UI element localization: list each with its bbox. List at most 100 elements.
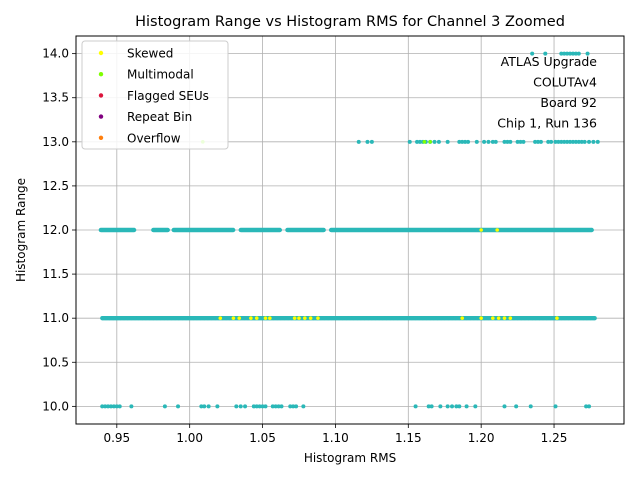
data-point xyxy=(111,404,116,409)
data-point xyxy=(318,316,323,321)
data-point xyxy=(587,139,592,144)
data-point xyxy=(136,316,141,321)
data-point xyxy=(436,139,441,144)
data-point xyxy=(211,228,216,232)
data-point xyxy=(515,316,520,321)
data-point xyxy=(522,316,527,321)
legend: Skewed Multimodal Flagged SEUs Repeat Bin Ov… xyxy=(81,40,229,150)
y-tick-label: 12.5 xyxy=(42,179,69,193)
data-point xyxy=(171,228,176,232)
data-point xyxy=(390,228,395,232)
data-point xyxy=(420,316,425,321)
data-point xyxy=(165,316,170,321)
data-point xyxy=(100,404,105,409)
data-point xyxy=(405,228,410,232)
annotation-line: Chip 1, Run 136 xyxy=(497,116,597,131)
data-point xyxy=(270,404,275,409)
data-point xyxy=(260,228,265,232)
data-point xyxy=(463,228,468,232)
y-tick-label: 13.0 xyxy=(42,135,69,149)
data-point xyxy=(175,228,180,232)
data-point xyxy=(519,316,524,321)
data-point xyxy=(257,404,262,409)
highlight-point xyxy=(502,316,507,320)
data-point xyxy=(460,139,465,144)
data-point xyxy=(120,228,125,232)
data-point xyxy=(275,228,280,232)
annotation: ATLAS Upgrade COLUTAv4 Board 92 Chip 1, Run… xyxy=(497,54,597,131)
data-point xyxy=(206,404,211,409)
data-point xyxy=(474,228,479,232)
data-point xyxy=(584,228,589,232)
data-point xyxy=(182,228,187,232)
data-point xyxy=(533,228,538,232)
data-point xyxy=(399,316,404,321)
data-point xyxy=(299,228,304,232)
data-point xyxy=(204,228,209,232)
data-point xyxy=(428,316,433,321)
data-point xyxy=(193,228,198,232)
data-point xyxy=(588,316,593,321)
data-point xyxy=(442,316,447,321)
x-tick-label: 1.20 xyxy=(468,431,495,445)
data-point xyxy=(553,139,558,144)
data-point xyxy=(515,139,520,144)
y-tick-label: 10.0 xyxy=(42,399,69,413)
data-point xyxy=(369,316,374,321)
data-point xyxy=(493,316,498,321)
data-point xyxy=(552,316,557,321)
data-point xyxy=(245,316,250,321)
data-point xyxy=(413,404,418,409)
data-point xyxy=(242,228,247,232)
highlight-point xyxy=(308,316,313,320)
data-point xyxy=(208,228,213,232)
data-point xyxy=(407,139,412,144)
data-point xyxy=(466,139,471,144)
data-point xyxy=(273,404,278,409)
data-point xyxy=(427,228,432,232)
data-point xyxy=(489,228,494,232)
data-point xyxy=(109,228,114,232)
data-point xyxy=(355,316,360,321)
annotation-line: COLUTAv4 xyxy=(533,75,597,90)
data-point xyxy=(151,316,156,321)
highlight-point xyxy=(479,316,483,320)
data-point xyxy=(348,316,352,321)
data-point xyxy=(577,316,582,321)
data-point xyxy=(434,228,439,232)
data-point xyxy=(445,404,450,409)
data-point xyxy=(350,228,355,232)
data-point xyxy=(500,228,505,232)
data-point xyxy=(486,316,491,321)
data-point xyxy=(117,404,122,409)
data-point xyxy=(485,228,490,232)
data-point xyxy=(566,316,571,321)
highlight-point xyxy=(292,316,297,320)
data-point xyxy=(369,139,374,144)
data-point xyxy=(454,404,459,409)
data-point xyxy=(271,228,276,232)
highlight-point xyxy=(237,316,242,320)
data-point xyxy=(288,404,293,409)
data-point xyxy=(329,316,334,321)
data-point xyxy=(514,228,519,232)
data-point xyxy=(276,404,281,409)
data-point xyxy=(310,228,315,232)
data-point xyxy=(129,316,134,321)
data-point xyxy=(587,404,592,409)
data-point xyxy=(438,228,443,232)
highlight-point xyxy=(428,140,432,144)
data-point xyxy=(215,404,220,409)
data-point xyxy=(554,228,559,232)
data-point xyxy=(154,316,159,321)
data-point xyxy=(569,228,574,232)
data-point xyxy=(186,228,191,232)
data-point xyxy=(576,51,581,56)
y-tick-label: 12.0 xyxy=(42,223,69,237)
data-point xyxy=(133,316,138,321)
data-point xyxy=(474,139,479,144)
y-tick-label: 13.5 xyxy=(42,91,69,105)
x-tick-label: 0.95 xyxy=(103,431,130,445)
highlight-point xyxy=(508,316,513,320)
